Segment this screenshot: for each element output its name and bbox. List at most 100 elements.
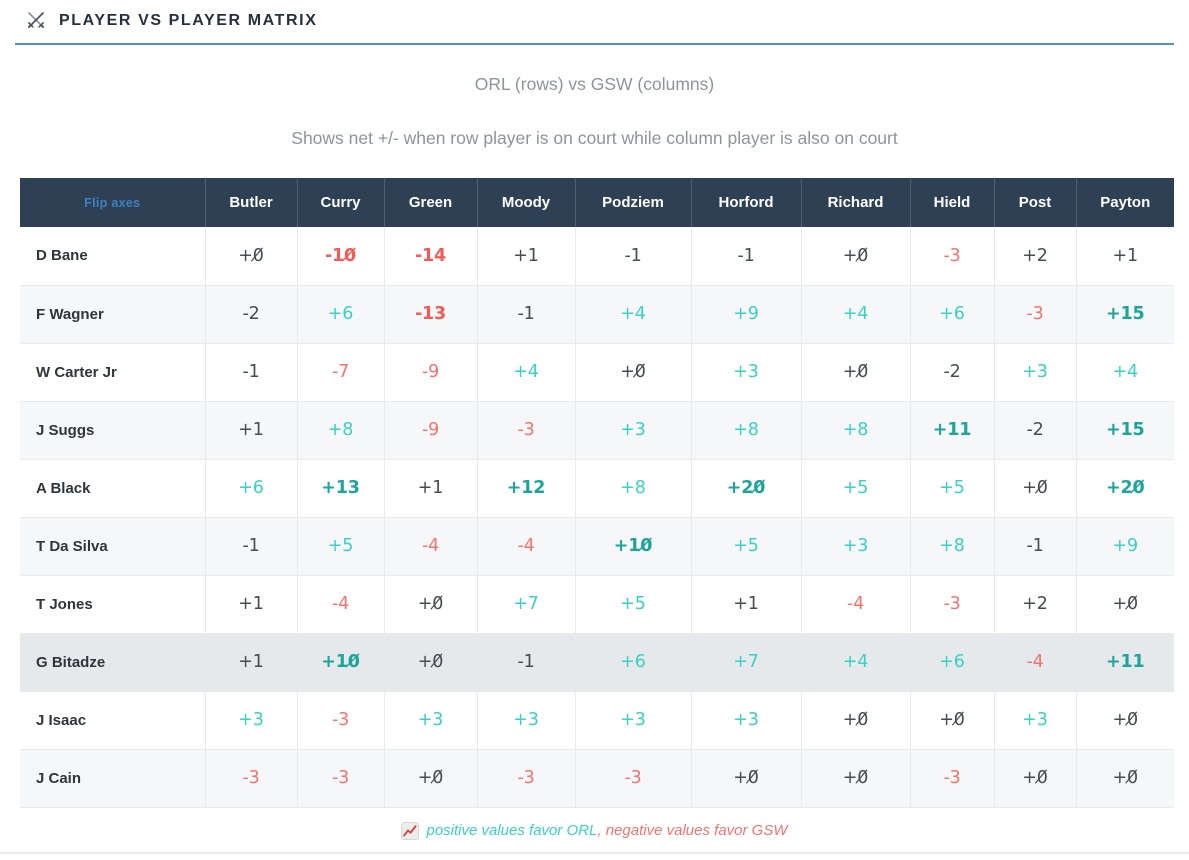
matrix-cell: -7 xyxy=(296,342,384,401)
matrix-cell: -2 xyxy=(204,284,297,343)
matrix-cell: -9 xyxy=(383,342,477,401)
matrix-cell: +20̸ xyxy=(1075,458,1174,517)
column-header-butler: Butler xyxy=(204,178,297,227)
matrix-cell: +12 xyxy=(476,458,575,517)
matrix-cell: +5 xyxy=(574,574,691,633)
matrix-cell: +0̸ xyxy=(993,748,1076,807)
matrix-cell: +8 xyxy=(296,400,384,459)
matrix-cell: +3 xyxy=(574,690,691,749)
matrix-cell: +1 xyxy=(204,400,297,459)
matrix-cell: +1 xyxy=(690,574,801,633)
matrix-cell: +7 xyxy=(690,632,801,691)
player-matrix-table: Flip axes Butler Curry Green Moody Podziem Ho… xyxy=(20,178,1174,808)
column-header-post: Post xyxy=(993,178,1076,227)
row-player-name: J Suggs xyxy=(20,400,205,459)
row-player-name: T Da Silva xyxy=(20,516,205,575)
matrix-cell: +2 xyxy=(993,574,1076,633)
corner-header-cell: Flip axes xyxy=(20,178,205,227)
matrix-cell: +0̸ xyxy=(993,458,1076,517)
matrix-cell: +5 xyxy=(690,516,801,575)
matrix-cell: +3 xyxy=(574,400,691,459)
matrix-cell: -3 xyxy=(574,748,691,807)
matrix-cell: +0̸ xyxy=(800,748,910,807)
matrix-cell: -1 xyxy=(476,284,575,343)
matrix-cell: +0̸ xyxy=(1075,748,1174,807)
matrix-cell: +0̸ xyxy=(1075,574,1174,633)
matrix-cell: -1 xyxy=(204,342,297,401)
table-row: J Cain -3 -3 +0̸ -3 -3 +0̸ +0̸ -3 +0̸ +0̸ xyxy=(20,748,1174,807)
matrix-cell: -9 xyxy=(383,400,477,459)
matrix-cell: +4 xyxy=(476,342,575,401)
matrix-cell: +7 xyxy=(476,574,575,633)
matrix-cell: +3 xyxy=(383,690,477,749)
chart-increasing-icon xyxy=(401,821,420,840)
matrix-cell: +3 xyxy=(476,690,575,749)
matrix-cell: +6 xyxy=(909,632,994,691)
matrix-cell: +13 xyxy=(296,458,384,517)
matrix-cell: -4 xyxy=(476,516,575,575)
matrix-cell: +0̸ xyxy=(383,574,477,633)
column-header-curry: Curry xyxy=(296,178,384,227)
matrix-cell: +11 xyxy=(909,400,994,459)
row-player-name: J Isaac xyxy=(20,690,205,749)
matrix-cell: -10̸ xyxy=(296,227,384,285)
matrix-cell: -3 xyxy=(909,227,994,285)
column-header-hield: Hield xyxy=(909,178,994,227)
matrix-cell: +3 xyxy=(690,342,801,401)
matrix-cell: +4 xyxy=(574,284,691,343)
matrix-cell: +0̸ xyxy=(383,632,477,691)
matrix-cell: +8 xyxy=(800,400,910,459)
matrix-cell: +3 xyxy=(690,690,801,749)
flip-axes-button[interactable]: Flip axes xyxy=(84,196,141,210)
matrix-cell: -3 xyxy=(476,400,575,459)
matrix-cell: +4 xyxy=(800,632,910,691)
matrix-cell: +2 xyxy=(993,227,1076,285)
matrix-cell: -1 xyxy=(690,227,801,285)
matrix-body: D Bane +0̸ -10̸ -14 +1 -1 -1 +0̸ -3 +2 +1 F Wagner -… xyxy=(20,227,1174,807)
table-row: T Da Silva -1 +5 -4 -4 +10̸ +5 +3 +8 -1 +9 xyxy=(20,516,1174,575)
matrix-cell: +3 xyxy=(800,516,910,575)
matrix-cell: -4 xyxy=(383,516,477,575)
matrix-cell: +1 xyxy=(204,632,297,691)
matrix-cell: -1 xyxy=(993,516,1076,575)
matrix-cell: +3 xyxy=(993,690,1076,749)
column-header-green: Green xyxy=(383,178,477,227)
matrix-cell: +15 xyxy=(1075,284,1174,343)
matrix-cell: +6 xyxy=(296,284,384,343)
matrix-cell: +0̸ xyxy=(204,227,297,285)
matrix-cell: -1 xyxy=(476,632,575,691)
row-player-name: J Cain xyxy=(20,748,205,807)
matrix-cell: +0̸ xyxy=(690,748,801,807)
matrix-cell: +1 xyxy=(476,227,575,285)
row-player-name: T Jones xyxy=(20,574,205,633)
column-header-richard: Richard xyxy=(800,178,910,227)
table-row: J Suggs +1 +8 -9 -3 +3 +8 +8 +11 -2 +15 xyxy=(20,400,1174,459)
crossed-swords-icon xyxy=(25,10,47,32)
column-header-payton: Payton xyxy=(1075,178,1174,227)
table-row: A Black +6 +13 +1 +12 +8 +20̸ +5 +5 +0̸ +20̸ xyxy=(20,458,1174,517)
row-player-name: G Bitadze xyxy=(20,632,205,691)
matrix-cell: +11 xyxy=(1075,632,1174,691)
row-player-name: D Bane xyxy=(36,247,88,265)
matrix-cell: -2 xyxy=(993,400,1076,459)
column-header-moody: Moody xyxy=(476,178,575,227)
matrix-cell: +6 xyxy=(574,632,691,691)
column-header-horford: Horford xyxy=(690,178,801,227)
card-header: PLAYER VS PLAYER MATRIX xyxy=(15,0,1174,45)
matrix-cell: -14 xyxy=(383,227,477,285)
matrix-cell: -3 xyxy=(476,748,575,807)
matrix-cell: +8 xyxy=(690,400,801,459)
matrix-cell: -1 xyxy=(574,227,691,285)
page-title: PLAYER VS PLAYER MATRIX xyxy=(59,12,318,29)
table-row: W Carter Jr -1 -7 -9 +4 +0̸ +3 +0̸ -2 +3 +4 xyxy=(20,342,1174,401)
matrix-cell: -3 xyxy=(909,748,994,807)
matrix-cell: -3 xyxy=(204,748,297,807)
matrix-cell: +0̸ xyxy=(909,690,994,749)
matrix-cell: +9 xyxy=(1075,516,1174,575)
matchup-subtitle: ORL (rows) vs GSW (columns) xyxy=(474,74,715,94)
matrix-cell: +0̸ xyxy=(800,342,910,401)
matrix-cell: +0̸ xyxy=(1075,690,1174,749)
matrix-cell: +5 xyxy=(909,458,994,517)
matrix-cell: -4 xyxy=(800,574,910,633)
